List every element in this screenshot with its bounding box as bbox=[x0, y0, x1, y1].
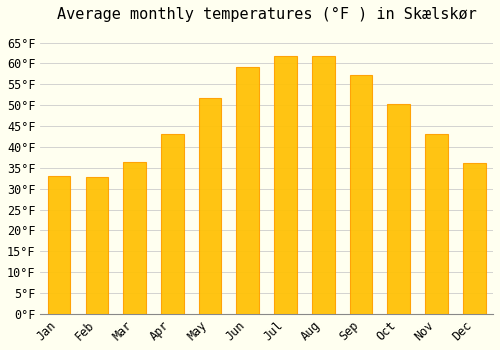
Bar bbox=[48, 176, 70, 314]
Bar bbox=[86, 176, 108, 314]
Bar bbox=[425, 134, 448, 314]
Bar bbox=[350, 75, 372, 314]
Bar bbox=[124, 162, 146, 314]
Bar bbox=[388, 104, 410, 314]
Bar bbox=[274, 56, 297, 314]
Bar bbox=[236, 67, 259, 314]
Bar bbox=[463, 163, 485, 314]
Bar bbox=[199, 98, 222, 314]
Title: Average monthly temperatures (°F ) in Skælskør: Average monthly temperatures (°F ) in Sk… bbox=[57, 7, 476, 22]
Bar bbox=[312, 56, 334, 314]
Bar bbox=[161, 134, 184, 314]
